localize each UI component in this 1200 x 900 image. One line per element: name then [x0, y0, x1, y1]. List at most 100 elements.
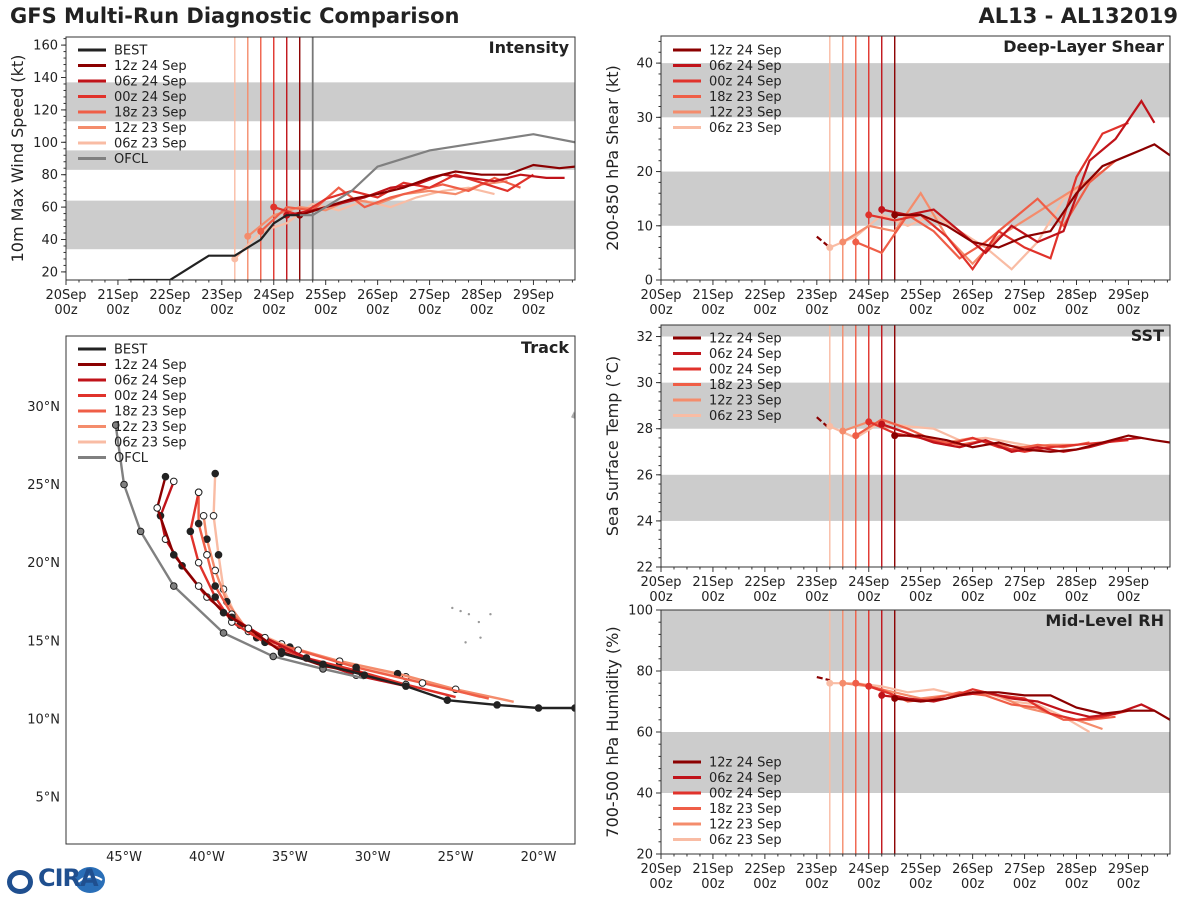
shear-xtick-label-6: 26Sep 00z — [952, 288, 993, 318]
intensity-ytick-label: 160 — [33, 39, 58, 54]
rh-legend-label-18z-23-sep: 18z 23 Sep — [709, 802, 782, 817]
rh-init-marker-06z-23-sep — [826, 679, 834, 687]
track-point-06z-24-sep — [169, 477, 178, 486]
track-point-ofcl — [269, 652, 278, 661]
track-island-5 — [464, 641, 467, 644]
rh-legend-label-00z-24-sep: 00z 24 Sep — [709, 787, 782, 802]
shear-legend-label-18z-23-sep: 18z 23 Sep — [709, 90, 782, 105]
intensity-band-2 — [66, 82, 575, 122]
rh-ytick-label: 80 — [636, 665, 653, 680]
rh-series-12z-24-sep — [894, 691, 1170, 721]
track-point-best — [360, 671, 369, 679]
sst-init-marker-06z-24-sep — [878, 420, 886, 428]
rh-xtick-label-5: 25Sep 00z — [900, 862, 941, 892]
sst-legend-label-00z-24-sep: 00z 24 Sep — [709, 363, 782, 378]
intensity-legend-label-06z-24-sep: 06z 24 Sep — [114, 75, 187, 90]
intensity-series-18z-23-sep — [260, 176, 521, 233]
intensity-legend-label-18z-23-sep: 18z 23 Sep — [114, 106, 187, 121]
intensity-ytick-label: 60 — [41, 201, 58, 216]
shear-frame — [660, 35, 1171, 281]
track-point-12z-24-sep — [153, 504, 161, 512]
cira-logo: CIRA — [4, 864, 108, 896]
track-island-0 — [451, 606, 454, 610]
track-plot-area — [111, 411, 575, 712]
shear-xtick-label-1: 21Sep 00z — [692, 288, 733, 318]
track-frame — [65, 335, 576, 845]
track-legend-label-06z-24-sep: 06z 24 Sep — [114, 374, 187, 389]
intensity-xtick-label-8: 28Sep 00z — [461, 288, 502, 318]
rh-ytick-label: 100 — [628, 604, 653, 619]
shear-legend-label-00z-24-sep: 00z 24 Sep — [709, 75, 782, 90]
intensity-init-marker-12z-23-sep — [244, 232, 252, 240]
rh-panel-title: Mid-Level RH — [1045, 611, 1164, 630]
shear-init-marker-18z-23-sep — [852, 238, 860, 246]
sst-band-0 — [661, 474, 1170, 521]
intensity-legend-label-ofcl: OFCL — [114, 152, 149, 167]
sst-ytick-label: 24 — [636, 514, 653, 529]
sst-init-marker-18z-23-sep — [852, 432, 860, 440]
track-point-12z-23-sep — [199, 511, 208, 520]
rh-chart: 20 40 60 80 100 20Sep 00z 21Sep 00z 22Sep 00z 23Sep… — [603, 604, 1171, 892]
track-series-ofcl — [114, 424, 365, 680]
shear-plot-area — [661, 36, 1170, 280]
track-point-00z-24-sep — [194, 558, 203, 567]
intensity-band-1 — [66, 150, 575, 170]
sst-xtick-label-2: 22Sep 00z — [744, 575, 785, 605]
sst-init-marker-12z-23-sep — [839, 427, 847, 435]
sst-init-marker-06z-23-sep — [826, 422, 834, 430]
rh-legend-label-06z-24-sep: 06z 24 Sep — [709, 771, 782, 786]
sst-chart: 22 24 26 28 30 32 20Sep 00z 21Sep 00z 22Sep 00z 23Se… — [603, 324, 1171, 605]
sst-xtick-label-4: 24Sep 00z — [848, 575, 889, 605]
intensity-xtick-label-1: 21Sep 00z — [97, 288, 138, 318]
cira-logo-mark — [7, 867, 105, 894]
track-point-00z-24-sep — [186, 527, 195, 536]
sst-plot-area — [661, 325, 1170, 567]
sst-series-18z-23-sep — [855, 418, 1090, 451]
shear-xtick-label-0: 20Sep 00z — [640, 288, 681, 318]
track-point-12z-23-sep — [211, 566, 220, 575]
intensity-xtick-label-4: 24Sep 00z — [253, 288, 294, 318]
sst-band-1 — [661, 382, 1170, 429]
track-point-00z-24-sep — [211, 593, 220, 601]
track-point-ofcl — [136, 527, 145, 536]
intensity-series-ofcl — [299, 133, 575, 217]
track-island-4 — [479, 636, 482, 639]
sst-init-marker-00z-24-sep — [865, 418, 873, 426]
shear-xtick-label-4: 24Sep 00z — [848, 288, 889, 318]
intensity-legend-label-12z-24-sep: 12z 24 Sep — [114, 59, 187, 74]
shear-band-1 — [661, 63, 1170, 118]
sst-legend-label-12z-23-sep: 12z 23 Sep — [709, 394, 782, 409]
track-point-06z-23-sep — [214, 551, 223, 559]
intensity-init-marker-00z-24-sep — [270, 203, 278, 211]
rh-xtick-label-0: 20Sep 00z — [640, 862, 681, 892]
sst-ytick-label: 30 — [636, 376, 653, 391]
track-point-00z-24-sep — [194, 488, 203, 497]
track-ytick-label: 10°N — [27, 712, 60, 727]
track-ytick-label: 15°N — [27, 634, 60, 649]
track-point-best — [277, 649, 286, 658]
sst-xtick-label-9: 29Sep 00z — [1108, 575, 1149, 605]
shear-xtick-label-7: 27Sep 00z — [1004, 288, 1045, 318]
sst-xtick-label-5: 25Sep 00z — [900, 575, 941, 605]
sst-ytick-label: 32 — [636, 330, 653, 345]
intensity-ytick-label: 100 — [33, 136, 58, 151]
sst-band-2 — [661, 325, 1170, 337]
shear-xtick-label-9: 29Sep 00z — [1108, 288, 1149, 318]
sst-init-marker-12z-24-sep — [891, 432, 899, 440]
track-point-12z-24-sep — [244, 624, 253, 633]
track-point-best — [443, 696, 452, 704]
track-xtick-label: 20°W — [521, 850, 557, 865]
intensity-xtick-label-0: 20Sep 00z — [45, 288, 86, 318]
track-chart: 45°W 40°W 35°W 30°W 25°W 20°W 5°N 10°N 15°N 20°N 2… — [27, 335, 576, 865]
intensity-xtick-label-3: 23Sep 00z — [201, 288, 242, 318]
rh-band-0 — [661, 732, 1170, 793]
intensity-xtick-label-6: 26Sep 00z — [357, 288, 398, 318]
intensity-panel-title: Intensity — [489, 38, 570, 57]
track-ytick-label: 25°N — [27, 478, 60, 493]
shear-init-marker-06z-24-sep — [878, 206, 886, 214]
rh-xtick-label-8: 28Sep 00z — [1056, 862, 1097, 892]
logo-text: CIRA — [38, 864, 99, 892]
rh-ytick-label: 60 — [636, 726, 653, 741]
shear-init-marker-12z-23-sep — [839, 238, 847, 246]
intensity-legend-label-12z-23-sep: 12z 23 Sep — [114, 121, 187, 136]
